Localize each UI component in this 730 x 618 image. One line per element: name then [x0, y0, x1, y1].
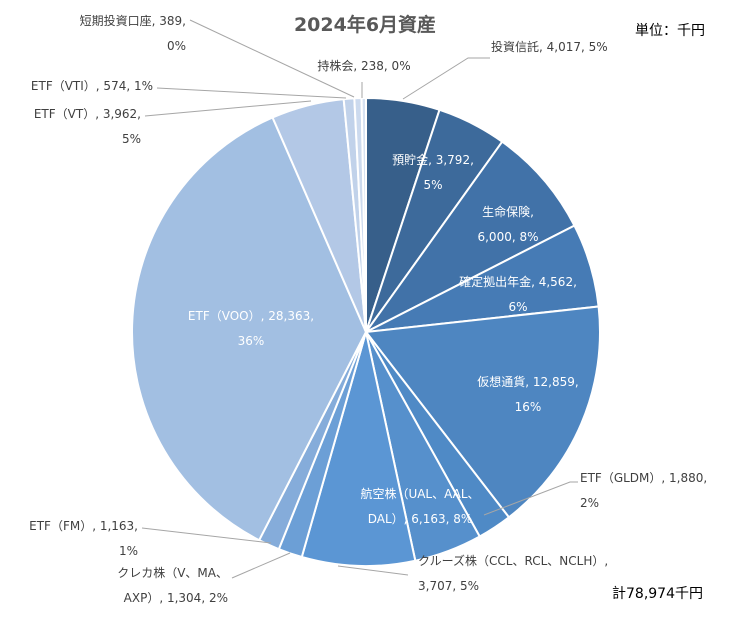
slice-label-line: ETF（FM）, 1,163,: [29, 519, 138, 533]
pie-slice: [300, 331, 417, 567]
slice-label-line: 2%: [580, 496, 599, 510]
slice-label: クルーズ株（CCL、RCL、NCLH）, 3,707, 5%: [418, 553, 608, 593]
slice-label: 航空株（UAL、AAL、 DAL）, 6,163, 8%: [360, 486, 479, 526]
pie-slice: [365, 140, 576, 333]
slice-label-line: 持株会, 238, 0%: [317, 58, 410, 73]
pie-slice: [131, 116, 368, 542]
slice-label-line: 仮想通貨, 12,859,: [477, 374, 578, 389]
slice-label-line: ETF（VT）, 3,962,: [34, 107, 141, 121]
slice-label-line: 6,000, 8%: [477, 230, 538, 244]
slice-label: 確定拠出年金, 4,562, 6%: [459, 274, 577, 314]
slice-label: 投資信託, 4,017, 5%: [491, 39, 608, 54]
slice-label-line: 5%: [423, 178, 442, 192]
slice-labels: 投資信託, 4,017, 5% 預貯金, 3,792, 5% 生命保険, 6,000, …: [29, 13, 707, 605]
slice-label-line: 3,707, 5%: [418, 579, 479, 593]
slice-label-line: ETF（GLDM）, 1,880,: [580, 471, 707, 485]
slice-label-line: 確定拠出年金, 4,562,: [459, 274, 577, 289]
chart-title: 2024年6月資産: [294, 13, 436, 36]
slice-label: ETF（GLDM）, 1,880, 2%: [580, 471, 707, 510]
slice-label-line: 生命保険,: [482, 204, 534, 219]
slice-label-line: AXP）, 1,304, 2%: [124, 591, 228, 605]
slice-label-line: ETF（VOO）, 28,363,: [188, 309, 314, 323]
slice-label-line: 5%: [122, 132, 141, 146]
slice-label: ETF（VOO）, 28,363, 36%: [188, 309, 314, 348]
slice-label: 仮想通貨, 12,859, 16%: [477, 374, 578, 414]
slice-label-line: ETF（VTI）, 574, 1%: [31, 79, 153, 93]
slice-label-line: 1%: [119, 544, 138, 558]
leader-line: [189, 19, 355, 98]
total-label: 計78,974千円: [612, 586, 703, 602]
slice-label: 預貯金, 3,792, 5%: [392, 152, 474, 192]
pie-slice: [364, 305, 602, 519]
slice-label-line: 預貯金, 3,792,: [392, 152, 474, 167]
slice-label-line: 0%: [167, 39, 186, 53]
slice-label: 持株会, 238, 0%: [317, 58, 410, 73]
slice-label-line: 投資信託, 4,017, 5%: [491, 39, 608, 54]
leader-line: [231, 552, 291, 579]
slice-label-line: DAL）, 6,163, 8%: [368, 512, 473, 526]
pie-slice: [360, 96, 367, 333]
unit-label: 単位：千円: [635, 23, 705, 39]
slice-label: ETF（FM）, 1,163, 1%: [29, 519, 138, 558]
slice-label-line: クレカ株（V、MA、: [117, 565, 228, 580]
slice-label-line: 航空株（UAL、AAL、: [360, 486, 479, 501]
slice-label: ETF（VTI）, 574, 1%: [31, 79, 153, 93]
slice-label-line: 短期投資口座, 389,: [80, 13, 186, 28]
slice-label-line: 36%: [238, 334, 265, 348]
slice-label: クレカ株（V、MA、 AXP）, 1,304, 2%: [117, 565, 228, 605]
leader-line: [141, 527, 272, 544]
slice-label-line: 6%: [508, 300, 527, 314]
slice-label: 短期投資口座, 389, 0%: [80, 13, 186, 53]
leader-line: [337, 565, 409, 576]
leader-line: [483, 481, 578, 516]
leader-line: [156, 87, 347, 99]
leader-line: [144, 100, 312, 117]
slice-label: ETF（VT）, 3,962, 5%: [34, 107, 141, 146]
pie-slices: [131, 96, 602, 567]
slice-label-line: クルーズ株（CCL、RCL、NCLH）,: [418, 553, 608, 568]
slice-label: 生命保険, 6,000, 8%: [477, 204, 538, 244]
slice-label-line: 16%: [515, 400, 542, 414]
leader-line: [402, 57, 490, 100]
leader-lines: [141, 19, 578, 579]
